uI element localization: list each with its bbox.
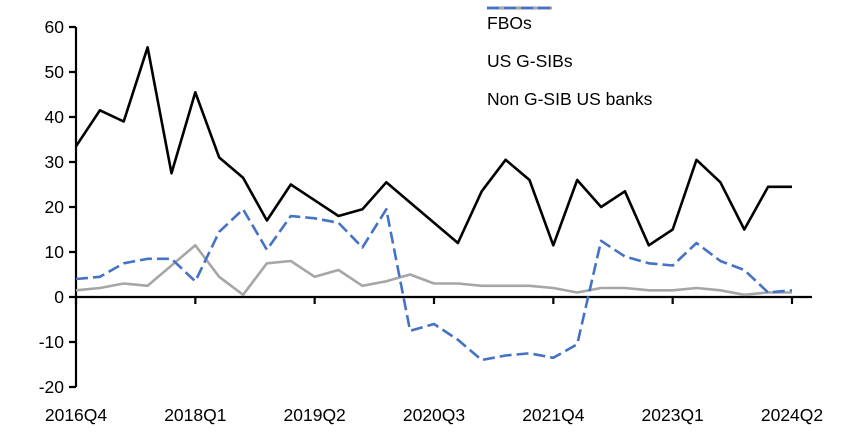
x-axis (74, 295, 812, 304)
y-tick-label: 0 (54, 287, 64, 307)
y-tick-label: 10 (45, 242, 65, 262)
y-tick-label: -20 (39, 377, 65, 397)
legend-label-fbos: FBOs (487, 13, 532, 34)
x-tick-label: 2021Q4 (522, 405, 585, 425)
y-axis (69, 25, 78, 389)
chart-legend: FBOs US G-SIBs Non G-SIB US banks (487, 5, 652, 119)
y-tick-label: 60 (45, 17, 65, 37)
series-line-non-g-sib-us-banks (75, 208, 793, 362)
x-tick-label: 2023Q1 (642, 405, 704, 425)
y-tick-label: 30 (45, 152, 65, 172)
series-line-fbos (74, 45, 792, 247)
y-tick-label: -10 (39, 332, 65, 352)
x-tick-label: 2019Q2 (284, 405, 346, 425)
non-gsib-line-swatch-icon (487, 6, 552, 10)
y-tick-label: 20 (45, 197, 65, 217)
x-tick-label: 2024Q2 (761, 405, 823, 425)
x-tick-label: 2020Q3 (403, 405, 465, 425)
legend-label-non-gsib: Non G-SIB US banks (487, 89, 653, 110)
x-tick-label: 2016Q4 (45, 405, 108, 425)
legend-item-us-gsibs: US G-SIBs (487, 6, 652, 81)
y-tick-label: 50 (45, 62, 65, 82)
legend-label-us-gsibs: US G-SIBs (487, 51, 573, 72)
y-tick-label: 40 (45, 107, 65, 127)
x-tick-label: 2018Q1 (164, 405, 226, 425)
series-line-us-g-sibs (75, 244, 792, 297)
legend-item-non-gsib: Non G-SIB US banks (487, 6, 653, 119)
